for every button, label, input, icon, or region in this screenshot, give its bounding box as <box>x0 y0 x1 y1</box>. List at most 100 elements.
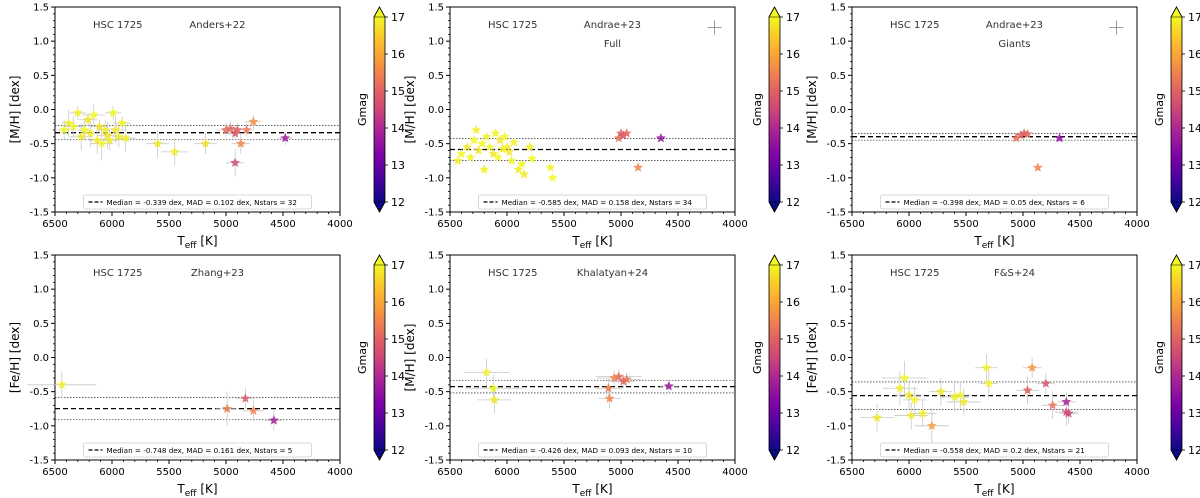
panel-3: 6500 6000 5500 5000 4500 4000 -1.5 -1.0 -0.5 0.0 0… <box>805 3 1200 252</box>
x-tick-label: 6000 <box>99 467 124 478</box>
data-point <box>222 403 233 413</box>
cluster-label: HSC 1725 <box>488 20 537 31</box>
data-point <box>268 415 279 425</box>
y-tick-label: -1.0 <box>826 421 846 432</box>
cluster-label: HSC 1725 <box>488 268 537 279</box>
data-point <box>949 391 960 402</box>
legend-text: Median = -0.339 dex, MAD = 0.102 dex, Ns… <box>107 198 297 207</box>
colorbar-max-arrow <box>373 6 386 18</box>
data-point <box>492 152 503 162</box>
colorbar-tick-label: 12 <box>1188 444 1200 457</box>
data-point <box>465 152 476 162</box>
y-tick-label: -1.0 <box>29 421 49 432</box>
data-point <box>235 138 246 148</box>
data-point <box>471 124 482 135</box>
data-point <box>497 143 508 154</box>
data-point <box>504 146 515 157</box>
x-tick-label: 4500 <box>270 467 295 478</box>
colorbar-tick-label: 16 <box>1188 48 1200 61</box>
x-tick-label: 4000 <box>1124 467 1149 478</box>
colorbar <box>769 265 780 450</box>
data-point <box>603 383 614 393</box>
data-point <box>240 393 251 403</box>
y-tick-label: 0.5 <box>428 319 444 330</box>
colorbar-tick-label: 13 <box>1188 407 1200 420</box>
colorbar-max-arrow <box>768 254 781 266</box>
y-tick-label: 1.0 <box>33 285 49 296</box>
x-tick-label: 6000 <box>896 467 921 478</box>
legend-box <box>880 442 1109 458</box>
x-tick-label: 5000 <box>1010 467 1035 478</box>
legend-text: Median = -0.585 dex, MAD = 0.158 dex, Ns… <box>502 198 693 207</box>
data-point <box>96 138 107 148</box>
y-tick-label: 0.0 <box>33 353 49 364</box>
data-point <box>280 133 291 143</box>
data-point <box>484 141 495 152</box>
colorbar-max-arrow <box>373 254 386 266</box>
x-tick-label: 6000 <box>896 219 921 230</box>
data-point <box>225 123 236 133</box>
data-point <box>117 117 128 128</box>
data-point <box>906 410 917 420</box>
data-point <box>453 155 463 165</box>
data-point <box>152 138 163 148</box>
legend-box <box>83 194 312 210</box>
x-tick-label: 6500 <box>42 219 67 230</box>
colorbar-tick-label: 15 <box>1188 333 1200 346</box>
colorbar-min-arrow <box>373 201 386 213</box>
panel-4: 6500 6000 5500 5000 4500 4000 -1.5 -1.0 -0.5 0.0 0… <box>8 251 405 498</box>
x-tick-label: 5500 <box>551 219 576 230</box>
colorbar-tick-label: 13 <box>786 407 800 420</box>
data-point <box>120 133 131 143</box>
y-tick-label: 1.0 <box>33 37 49 48</box>
colorbar-max-arrow <box>1170 254 1183 266</box>
y-tick-label: 1.5 <box>33 3 49 14</box>
data-point <box>462 141 473 152</box>
panel-1: 6500 6000 5500 5000 4500 4000 -1.5 -1.0 -0.5 0.0 0… <box>8 3 405 252</box>
data-point <box>516 158 527 169</box>
colorbar-tick-label: 16 <box>786 296 800 309</box>
colorbar-tick-label: 12 <box>786 196 800 209</box>
plot-frame <box>851 254 1138 461</box>
data-point <box>872 412 883 422</box>
x-tick-label: 4000 <box>1124 219 1149 230</box>
data-point <box>613 371 624 381</box>
x-tick-label: 6000 <box>494 467 519 478</box>
y-tick-label: -1.5 <box>424 208 444 219</box>
colorbar-label: Gmag <box>751 341 764 374</box>
data-point <box>499 131 510 142</box>
colorbar-label: Gmag <box>356 93 369 126</box>
data-point <box>68 121 79 131</box>
legend-box <box>478 194 707 210</box>
legend-text: Median = -0.558 dex, MAD = 0.2 dex, Nsta… <box>904 446 1085 455</box>
source-label: Zhang+23 <box>191 268 244 279</box>
colorbar-label: Gmag <box>356 341 369 374</box>
data-point <box>545 162 556 172</box>
data-point <box>618 376 629 386</box>
colorbar <box>374 17 385 202</box>
panel-2: 6500 6000 5500 5000 4500 4000 -1.5 -1.0 -0.5 0.0 0… <box>403 3 800 252</box>
y-axis-label: [Fe/H] [dex] <box>8 322 22 393</box>
x-axis-label: Teff [K] <box>571 234 612 251</box>
source-label: Andrae+23 <box>986 20 1043 31</box>
legend-box <box>83 442 312 458</box>
legend-box <box>478 442 707 458</box>
colorbar-tick-label: 14 <box>786 122 800 135</box>
data-point <box>1011 133 1022 143</box>
colorbar-tick-label: 14 <box>391 370 405 383</box>
data-point <box>513 164 524 174</box>
data-point <box>113 131 124 142</box>
colorbar-max-arrow <box>768 6 781 18</box>
x-tick-label: 5000 <box>608 219 633 230</box>
data-point <box>88 109 99 120</box>
y-tick-label: -1.0 <box>29 173 49 184</box>
data-point <box>899 372 910 383</box>
x-tick-label: 4000 <box>327 219 352 230</box>
x-tick-label: 5500 <box>156 219 181 230</box>
y-tick-label: -1.0 <box>424 173 444 184</box>
x-tick-label: 4500 <box>665 219 690 230</box>
y-tick-label: -1.5 <box>826 208 846 219</box>
data-point <box>489 394 500 405</box>
colorbar-tick-label: 15 <box>391 333 405 346</box>
